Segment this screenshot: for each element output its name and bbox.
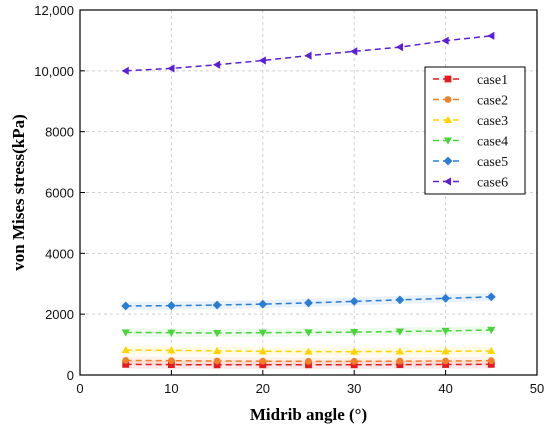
case2-point <box>168 357 175 365</box>
legend-item-case1: case1 <box>433 73 508 88</box>
legend-item-case2: case2 <box>433 94 508 109</box>
case5-point <box>395 295 405 305</box>
y-tick-label: 6000 <box>45 186 74 201</box>
case6-point <box>304 51 312 60</box>
legend-item-case3: case3 <box>433 114 508 129</box>
x-tick-label: 50 <box>530 381 544 396</box>
case5-point <box>166 301 176 311</box>
legend-label: case4 <box>477 135 508 150</box>
case3-point <box>350 347 359 355</box>
case2-point <box>259 357 267 365</box>
y-tick-label: 12,000 <box>34 3 74 18</box>
case6-point <box>121 66 129 75</box>
case6-point <box>258 56 266 65</box>
y-tick-label: 0 <box>67 368 74 383</box>
legend-label: case5 <box>477 155 508 170</box>
case5-point <box>441 293 451 303</box>
case4-point <box>487 326 496 335</box>
case6-series <box>121 31 495 75</box>
legend-box <box>424 66 526 195</box>
y-tick-label: 8000 <box>45 125 74 140</box>
case6-point <box>213 60 221 69</box>
y-tick-label: 4000 <box>45 246 74 261</box>
y-tick-label: 10,000 <box>34 64 74 79</box>
case4-series <box>121 326 496 338</box>
case3-point <box>121 345 130 354</box>
case2-point <box>487 357 495 365</box>
case6-point <box>487 31 495 40</box>
case2-series <box>122 357 495 365</box>
x-tick-label: 10 <box>164 381 178 396</box>
legend-label: case6 <box>477 176 508 191</box>
case4-point <box>121 329 130 337</box>
y-tick-label: 2000 <box>45 307 74 322</box>
legend-label: case1 <box>477 73 508 88</box>
case3-point <box>395 347 404 355</box>
x-tick-label: 20 <box>256 381 270 396</box>
case6-point <box>350 47 358 56</box>
series-layer <box>121 31 496 369</box>
case6-point <box>395 43 403 52</box>
case5-point <box>212 300 222 310</box>
legend-label: case2 <box>477 94 508 109</box>
case5-point <box>121 301 131 311</box>
case5-series <box>121 292 496 311</box>
legend: case1 case2 case3 case4 case5 case6 <box>424 66 526 195</box>
case4-point <box>167 329 176 337</box>
legend-item-case4: case4 <box>433 135 508 150</box>
legend-marker <box>443 137 453 145</box>
axis-ticks: 0 10 20 30 40 50 0 2000 4000 6000 8000 10,000 12,000 <box>34 3 544 396</box>
case2-point <box>305 357 312 365</box>
legend-marker <box>443 115 453 124</box>
case6-point <box>441 36 449 45</box>
case4-point <box>304 329 313 337</box>
case2-point <box>442 357 449 365</box>
case3-point <box>304 347 313 355</box>
case5-point <box>258 299 268 309</box>
case3-point <box>258 347 267 355</box>
case3-point <box>487 346 496 355</box>
x-tick-label: 0 <box>76 381 83 396</box>
case2-point <box>396 357 404 365</box>
case4-point <box>213 329 222 338</box>
x-tick-label: 30 <box>347 381 361 396</box>
x-tick-label: 40 <box>438 381 452 396</box>
legend-marker <box>444 96 452 103</box>
legend-marker <box>443 156 453 166</box>
case6-point <box>167 64 175 73</box>
case4-point <box>350 329 359 337</box>
case3-series <box>121 345 496 355</box>
x-axis-title: Midrib angle (°) <box>250 405 367 424</box>
case3-point <box>441 347 450 355</box>
case2-point <box>350 357 358 365</box>
legend-item-case5: case5 <box>433 155 508 170</box>
case5-point <box>349 296 359 306</box>
legend-item-case6: case6 <box>433 176 508 191</box>
case4-point <box>395 328 404 336</box>
case4-point <box>258 329 267 337</box>
legend-marker <box>443 177 452 186</box>
case5-point <box>304 298 313 308</box>
case5-point <box>486 292 496 302</box>
case3-point <box>213 346 222 355</box>
legend-marker <box>444 75 452 83</box>
case3-point <box>167 346 176 354</box>
case2-point <box>122 357 130 364</box>
case2-point <box>213 357 221 365</box>
legend-label: case3 <box>477 114 508 129</box>
y-axis-title: von Mises stress(kPa) <box>9 114 28 270</box>
case4-point <box>441 327 450 335</box>
